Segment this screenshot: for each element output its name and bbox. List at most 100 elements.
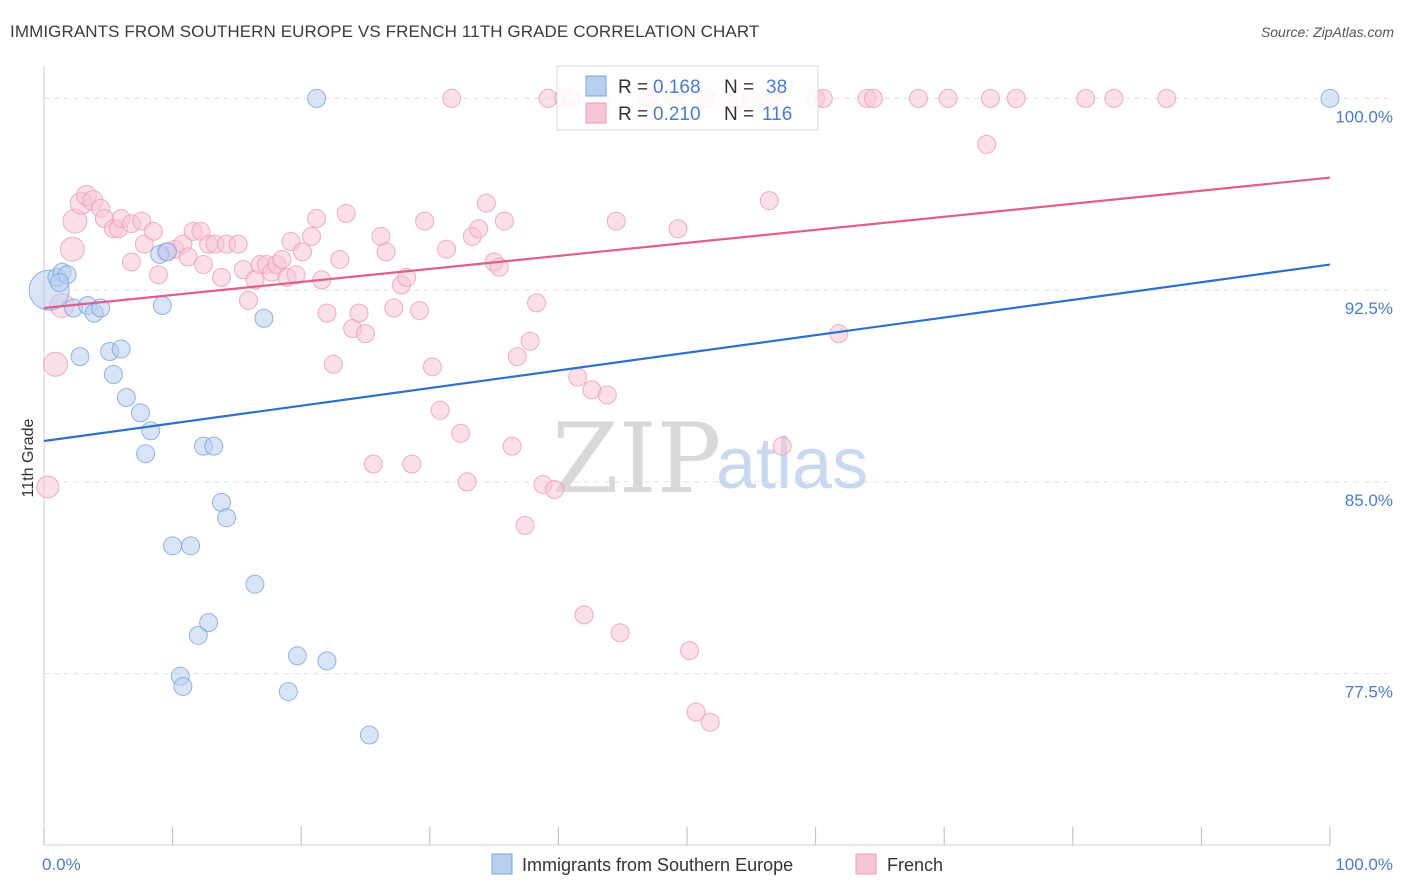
point-french <box>1006 88 1026 108</box>
point-southern-europe <box>163 536 183 556</box>
point-french <box>977 134 997 154</box>
x-tick-label: 0.0% <box>42 855 81 874</box>
stats-legend: R = 0.168 N = 38 R = 0.210 N = 116 <box>556 65 819 131</box>
point-french <box>700 712 720 732</box>
point-southern-europe <box>152 295 172 315</box>
point-french <box>568 367 588 387</box>
point-southern-europe <box>111 339 131 359</box>
point-southern-europe <box>254 308 274 328</box>
watermark: ZIP atlas <box>552 403 868 515</box>
point-southern-europe <box>359 725 379 745</box>
point-french <box>457 472 477 492</box>
point-french <box>193 255 213 275</box>
point-french <box>1157 88 1177 108</box>
point-french <box>363 454 383 474</box>
series-legend-swatch-blue <box>491 853 513 875</box>
point-french <box>437 239 457 259</box>
trend-line-southern-europe <box>43 263 1331 443</box>
point-southern-europe <box>278 682 298 702</box>
series-legend-label-pink: French <box>887 855 943 875</box>
point-french <box>442 88 462 108</box>
point-french <box>476 193 496 213</box>
point-french <box>597 385 617 405</box>
point-french <box>1104 88 1124 108</box>
point-french <box>238 290 258 310</box>
point-french <box>863 88 883 108</box>
point-french <box>148 265 168 285</box>
point-french <box>574 605 594 625</box>
point-french <box>121 252 141 272</box>
point-french <box>323 354 343 374</box>
point-french <box>515 515 535 535</box>
point-french <box>301 226 321 246</box>
point-french <box>980 88 1000 108</box>
point-french <box>317 303 337 323</box>
point-french <box>451 423 471 443</box>
legend-swatch-pink <box>585 102 607 124</box>
x-tick-label: 100.0% <box>1335 855 1393 874</box>
legend-n-value-blue: 38 <box>766 77 787 98</box>
point-french <box>336 203 356 223</box>
point-french <box>1076 88 1096 108</box>
point-french <box>545 480 565 500</box>
point-french <box>397 267 417 287</box>
point-french <box>410 301 430 321</box>
point-french <box>507 347 527 367</box>
point-french <box>349 303 369 323</box>
legend-n-label-pink: N = <box>724 104 754 125</box>
point-french <box>422 357 442 377</box>
legend-r-value-blue: 0.168 <box>653 77 701 98</box>
point-french <box>356 324 375 344</box>
point-french <box>469 219 489 239</box>
y-tick-label: 85.0% <box>1345 491 1393 510</box>
trend-line-french <box>43 176 1331 310</box>
trend-lines <box>43 176 1331 443</box>
point-french <box>527 293 547 313</box>
point-french <box>59 236 85 262</box>
x-tick-labels: 0.0% 100.0% <box>42 855 1393 874</box>
legend-n-value-pink: 116 <box>762 104 792 125</box>
point-southern-europe <box>287 646 307 666</box>
point-french <box>43 351 69 377</box>
point-french <box>384 298 404 318</box>
point-southern-europe <box>103 365 123 385</box>
legend-swatch-blue <box>585 75 607 97</box>
point-french <box>908 88 928 108</box>
point-southern-europe <box>173 676 193 696</box>
legend-r-label-pink: R = <box>618 104 648 125</box>
point-southern-europe <box>307 88 327 108</box>
point-french <box>36 475 60 499</box>
watermark-atlas: atlas <box>716 424 868 504</box>
point-southern-europe <box>130 403 150 423</box>
point-southern-europe <box>116 388 136 408</box>
point-french <box>272 249 292 269</box>
point-french <box>211 267 231 287</box>
point-french <box>502 436 522 456</box>
point-french <box>759 191 779 211</box>
point-southern-europe <box>136 444 156 464</box>
y-tick-label: 92.5% <box>1345 299 1393 318</box>
point-french <box>680 641 700 661</box>
point-french <box>143 221 163 241</box>
watermark-zip: ZIP <box>552 403 721 515</box>
y-tick-label: 100.0% <box>1335 107 1393 126</box>
point-french <box>330 249 350 269</box>
point-southern-europe <box>1320 88 1340 108</box>
point-french <box>402 454 422 474</box>
y-axis-label: 11th Grade <box>20 418 37 497</box>
point-french <box>415 211 435 231</box>
point-southern-europe <box>181 536 201 556</box>
point-french <box>178 247 198 267</box>
point-french <box>668 219 688 239</box>
series-legend-swatch-pink <box>855 853 877 875</box>
point-french <box>772 436 792 456</box>
point-southern-europe <box>204 436 224 456</box>
point-southern-europe <box>49 272 69 292</box>
point-southern-europe <box>217 508 237 528</box>
point-french <box>494 211 514 231</box>
point-french <box>430 400 450 420</box>
point-french <box>307 209 327 229</box>
legend-n-label-blue: N = <box>724 77 754 98</box>
point-southern-europe <box>188 625 208 645</box>
